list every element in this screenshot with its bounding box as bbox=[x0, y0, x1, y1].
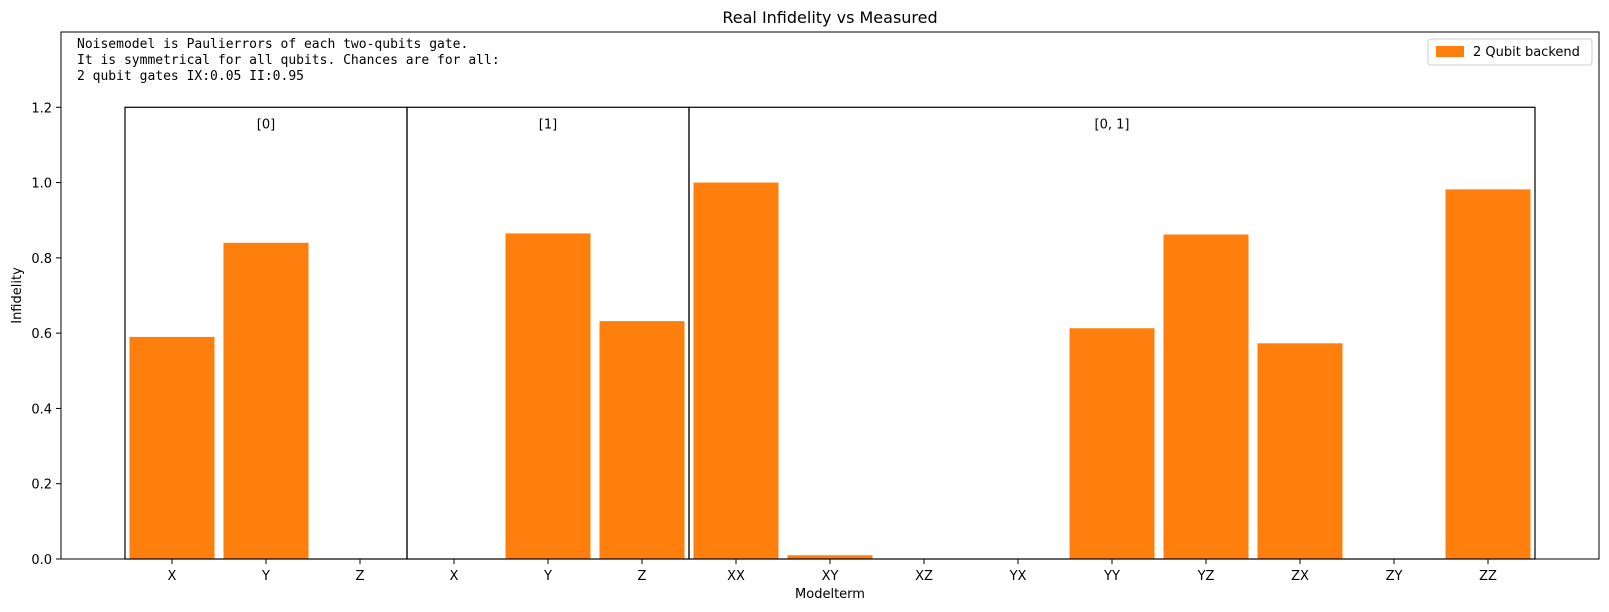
y-tick-label: 0.8 bbox=[31, 252, 52, 267]
bar bbox=[599, 321, 685, 559]
y-axis-label: Infidelity bbox=[10, 267, 25, 324]
legend-box bbox=[1427, 38, 1593, 66]
bar bbox=[505, 233, 591, 559]
chart-annotation: Noisemodel is Paulierrors of each two-qu… bbox=[77, 37, 500, 84]
y-tick-label: 1.0 bbox=[31, 177, 52, 192]
group-label: [1] bbox=[539, 117, 557, 132]
bar bbox=[1445, 189, 1531, 559]
y-tick-label: 0.0 bbox=[31, 553, 52, 568]
y-axis: 0.0 0.2 0.4 0.6 0.8 1.0 1.2 bbox=[31, 101, 61, 568]
y-tick-label: 0.4 bbox=[31, 402, 52, 417]
y-tick-label: 0.2 bbox=[31, 478, 52, 493]
bar-series bbox=[129, 182, 1531, 560]
x-tick-label: X bbox=[450, 569, 459, 584]
x-tick-label: XX bbox=[727, 569, 745, 584]
annotation-line: 2 qubit gates IX:0.05 II:0.95 bbox=[77, 69, 304, 84]
x-tick-label: YZ bbox=[1197, 569, 1215, 584]
bar bbox=[223, 242, 309, 560]
y-tick-label: 0.6 bbox=[31, 327, 52, 342]
x-tick-label: Z bbox=[356, 569, 365, 584]
annotation-line: Noisemodel is Paulierrors of each two-qu… bbox=[77, 37, 468, 52]
y-tick-label: 1.2 bbox=[31, 101, 52, 116]
x-tick-label: XY bbox=[822, 569, 839, 584]
x-tick-label: YY bbox=[1103, 569, 1120, 584]
group-label: [0] bbox=[257, 117, 275, 132]
x-tick-label: ZX bbox=[1291, 569, 1309, 584]
bar bbox=[129, 336, 215, 559]
group-label: [0, 1] bbox=[1095, 117, 1130, 132]
bar bbox=[693, 182, 779, 560]
x-tick-label: XZ bbox=[915, 569, 933, 584]
bar bbox=[1257, 343, 1343, 559]
legend-swatch bbox=[1436, 46, 1464, 57]
x-tick-label: Y bbox=[543, 569, 552, 584]
plot-frame bbox=[60, 31, 1600, 560]
annotation-line: It is symmetrical for all qubits. Chance… bbox=[77, 53, 500, 68]
x-tick-label: ZY bbox=[1386, 569, 1403, 584]
x-axis-label: Modelterm bbox=[795, 587, 865, 602]
x-tick-label: YX bbox=[1009, 569, 1027, 584]
x-tick-label: Y bbox=[261, 569, 270, 584]
bar bbox=[1163, 234, 1249, 560]
legend-label: 2 Qubit backend bbox=[1473, 45, 1580, 60]
x-tick-label: ZZ bbox=[1479, 569, 1497, 584]
chart-title: Real Infidelity vs Measured bbox=[722, 8, 937, 27]
bar bbox=[787, 555, 873, 559]
bar bbox=[1069, 328, 1155, 559]
x-tick-label: Z bbox=[638, 569, 647, 584]
legend: 2 Qubit backend bbox=[1427, 38, 1593, 66]
x-axis: X Y Z X Y Z XX XY XZ YX YY YZ ZX ZY ZZ bbox=[168, 559, 1497, 584]
x-tick-label: X bbox=[168, 569, 177, 584]
